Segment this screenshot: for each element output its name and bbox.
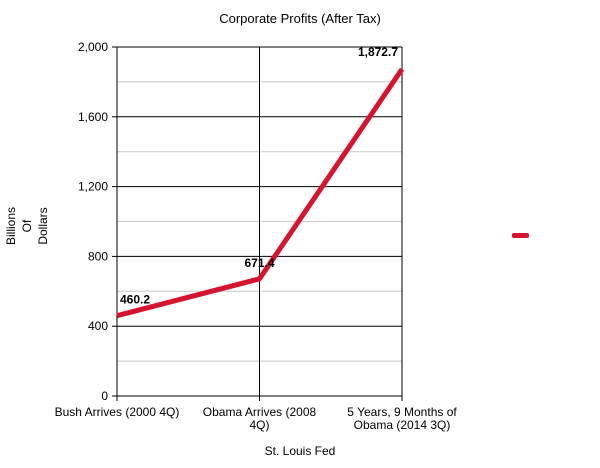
legend-swatch bbox=[512, 233, 529, 238]
x-axis-label: St. Louis Fed bbox=[265, 444, 336, 458]
x-tick-label: Bush Arrives (2000 4Q) bbox=[55, 405, 180, 419]
y-tick-label: 0 bbox=[101, 389, 108, 403]
gridlines bbox=[117, 47, 402, 396]
y-axis-label-line: Dollars bbox=[36, 207, 50, 244]
y-axis-label-line: Billions bbox=[4, 207, 18, 245]
y-axis-label-line: Of bbox=[20, 219, 34, 232]
x-tick-label-line: Bush Arrives (2000 4Q) bbox=[55, 405, 180, 419]
data-label: 460.2 bbox=[120, 293, 150, 307]
y-tick-label: 800 bbox=[88, 249, 108, 263]
x-tick-label-line: 5 Years, 9 Months of bbox=[347, 405, 457, 419]
x-tick-label-line: Obama (2014 3Q) bbox=[354, 418, 451, 432]
data-label: 1,872.7 bbox=[358, 45, 398, 59]
y-tick-label: 1,200 bbox=[78, 180, 108, 194]
chart-title: Corporate Profits (After Tax) bbox=[219, 11, 381, 26]
x-tick-label-line: Obama Arrives (2008 bbox=[203, 405, 317, 419]
y-tick-label: 1,600 bbox=[78, 110, 108, 124]
y-axis-ticks: 0 400 800 1,200 1,600 2,000 bbox=[78, 40, 117, 403]
y-tick-label: 400 bbox=[88, 319, 108, 333]
x-axis-ticks: Bush Arrives (2000 4Q) Obama Arrives (200… bbox=[55, 396, 458, 432]
y-tick-label: 2,000 bbox=[78, 40, 108, 54]
data-label: 671.4 bbox=[244, 256, 274, 270]
x-tick-label-line: 4Q) bbox=[249, 418, 269, 432]
